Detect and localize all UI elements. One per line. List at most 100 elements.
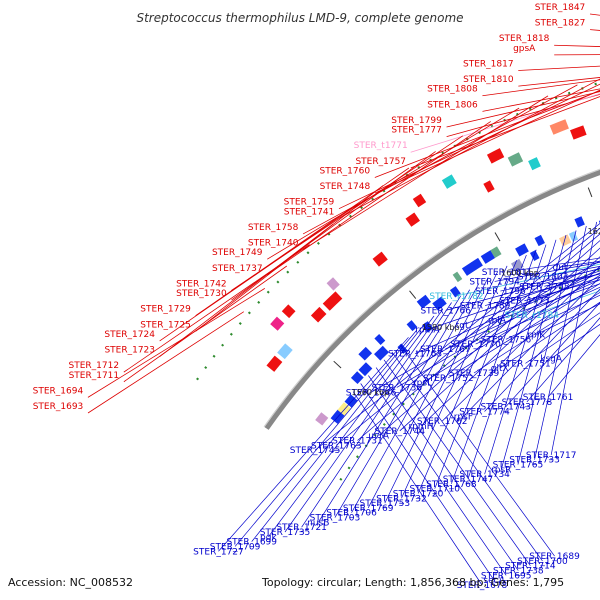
reverse-gene-label[interactable]: STER_r1782 — [429, 292, 483, 302]
reverse-gene-label[interactable]: pgk — [260, 533, 277, 543]
reverse-gene-label[interactable]: STER_1739 — [449, 369, 500, 379]
forward-gene-label[interactable]: STER_1693 — [33, 402, 84, 412]
reverse-gene-label[interactable]: STER_1746 — [346, 388, 397, 398]
forward-gene-label[interactable]: STER_1724 — [104, 330, 155, 340]
reverse-gene-label[interactable]: rpmH — [409, 422, 434, 432]
reverse-gene-label[interactable]: STER_1703 — [310, 514, 361, 524]
forward-label-leader — [159, 203, 359, 342]
forward-gene-label[interactable]: STER_1723 — [104, 346, 155, 356]
reverse-gene-label[interactable]: secA — [483, 576, 505, 586]
reverse-gene-label[interactable]: STER_r1784 — [505, 311, 560, 321]
forward-gene-label[interactable]: STER_1808 — [427, 85, 478, 95]
reverse-gene-label[interactable]: STER_1745 — [290, 446, 341, 456]
forward-gene-label[interactable]: STER_1749 — [212, 248, 263, 258]
reverse-gene-label[interactable]: STER_1695 — [481, 571, 532, 581]
reverse-gene-label[interactable]: rpsF — [454, 412, 473, 422]
forward-gene-label[interactable]: STER_1740 — [248, 239, 299, 249]
reverse-gene-label[interactable]: STER_1796 — [475, 287, 526, 297]
reverse-gene-label[interactable]: uvrA — [368, 432, 390, 442]
reverse-gene-label[interactable]: STER_1709 — [210, 542, 261, 552]
reverse-gene-label[interactable]: STER_1767 — [420, 345, 471, 355]
reverse-gene-label[interactable]: STER_1731 — [332, 436, 383, 446]
forward-gene-label[interactable]: STER_1777 — [391, 126, 442, 136]
reverse-gene-label[interactable]: STER_1752 — [423, 374, 474, 384]
reverse-gene-label[interactable]: STER_1753 — [360, 499, 411, 509]
forward-gene-label[interactable]: STER_1817 — [463, 59, 514, 69]
reverse-gene-label[interactable]: STER_1714 — [505, 562, 556, 572]
reverse-gene-label[interactable]: STER_1762 — [417, 417, 468, 427]
reverse-gene-label[interactable]: STER_1768 — [426, 480, 477, 490]
reverse-gene-label[interactable]: STER_1736 — [372, 383, 423, 393]
reverse-gene-label[interactable]: STER_1717 — [526, 451, 577, 461]
reverse-gene-label[interactable]: STER_1735 — [260, 528, 311, 538]
forward-gene-label[interactable]: STER_1827 — [535, 19, 586, 29]
forward-gene-label[interactable]: gpsA — [513, 44, 536, 54]
forward-gene-label[interactable]: STER_1694 — [33, 386, 84, 396]
reverse-gene-label[interactable]: STER_1788 — [519, 282, 570, 292]
forward-gene-label[interactable]: STER_1759 — [284, 198, 335, 208]
reverse-gene-label[interactable]: rplK — [527, 330, 546, 340]
reverse-gene-label[interactable]: STER_1720 — [393, 489, 444, 499]
reverse-gene-label[interactable]: STER_1789 — [460, 302, 511, 312]
forward-gene-label[interactable]: STER_1760 — [320, 166, 371, 176]
reverse-gene-label[interactable]: STER_1774 — [459, 408, 510, 418]
reverse-gene-label[interactable]: STER_1738 — [493, 567, 544, 577]
reverse-gene-label[interactable]: STER_1743 — [480, 403, 531, 413]
reverse-gene-label[interactable]: STER_1678 — [457, 581, 508, 591]
reverse-gene-label[interactable]: STER_1733 — [509, 456, 560, 466]
reverse-gene-label[interactable]: STER_1744 — [375, 427, 426, 437]
reverse-gene-label[interactable]: rplA — [488, 316, 507, 326]
reverse-gene-label[interactable]: STER_1727 — [193, 547, 244, 557]
reverse-gene-label[interactable]: STER_1766 — [420, 306, 471, 316]
reverse-gene-label[interactable]: STER_1770 — [450, 340, 501, 350]
forward-gene-label[interactable]: STER_1725 — [140, 320, 191, 330]
reverse-gene-label[interactable]: STER_1700 — [517, 557, 568, 567]
reverse-gene-label[interactable]: STER_1751 — [500, 359, 551, 369]
reverse-gene-label[interactable]: STER_1706 — [326, 509, 377, 519]
forward-gene-label[interactable]: STER_1737 — [212, 264, 263, 274]
reverse-gene-label[interactable]: STER_1769 — [343, 504, 394, 514]
reverse-gene-label[interactable]: dut — [553, 263, 568, 273]
forward-gene-label[interactable]: STER_1741 — [284, 207, 335, 217]
reverse-gene-label[interactable]: STER_1699 — [226, 538, 277, 548]
reverse-gene-label[interactable]: STER_t1763 — [388, 350, 442, 360]
reverse-gene-label[interactable]: STER_1765 — [493, 461, 544, 471]
forward-gene-label[interactable]: STER_1748 — [320, 182, 371, 192]
reverse-gene-label[interactable]: STER_1778 — [502, 398, 553, 408]
forward-gene-label[interactable]: STER_1730 — [176, 289, 227, 299]
reverse-gene-label[interactable]: STER_1734 — [459, 470, 510, 480]
forward-gene-label[interactable]: STER_1806 — [427, 100, 478, 110]
reverse-gene-label[interactable]: STER_1747 — [443, 475, 494, 485]
forward-gene-label[interactable]: STER_1818 — [499, 34, 550, 44]
reverse-gene-label[interactable]: STER_1721 — [276, 523, 327, 533]
reverse-gene-label[interactable]: STER_1803 — [518, 273, 569, 283]
reverse-gene-label[interactable]: STER_1732 — [376, 494, 427, 504]
reverse-gene-label[interactable]: STER_1794 — [469, 277, 520, 287]
reverse-gene-label[interactable]: gltX — [491, 364, 509, 374]
reverse-gene-label[interactable]: STER_1689 — [529, 552, 580, 562]
reverse-gene-label[interactable]: STER_1763 — [311, 441, 362, 451]
reverse-gene-label[interactable]: STER_1761 — [523, 393, 574, 403]
forward-gene-label[interactable]: STER_t1771 — [354, 141, 408, 151]
reverse-gene-label[interactable]: STER_1811 — [482, 268, 533, 278]
reverse-gene-label[interactable]: rpsL — [413, 379, 432, 389]
reverse-gene-label[interactable]: tgt — [456, 321, 469, 331]
forward-gene-label[interactable]: STER_1799 — [391, 116, 442, 126]
forward-gene-label[interactable]: STER_1742 — [176, 279, 227, 289]
forward-gene-label[interactable]: STER_1758 — [248, 223, 299, 233]
forward-gene-label[interactable]: STER_1757 — [355, 157, 406, 167]
forward-gene-label[interactable]: STER_1711 — [69, 371, 120, 381]
reverse-gene-label[interactable]: rpmA — [415, 326, 440, 336]
reverse-gene-label[interactable]: ksgA — [540, 355, 563, 365]
forward-label-leader — [410, 96, 600, 169]
reverse-gene-label[interactable]: STER_1773 — [499, 297, 550, 307]
reverse-gene-label[interactable]: rpsR — [491, 465, 511, 475]
reverse-gene-label[interactable]: nusB — [307, 518, 329, 528]
reverse-gene-label[interactable]: STER_1756 — [481, 335, 532, 345]
forward-gene-label[interactable]: STER_1712 — [69, 361, 120, 371]
forward-gene-label[interactable]: STER_1847 — [535, 3, 586, 13]
forward-gene-label[interactable]: STER_1729 — [140, 305, 191, 315]
forward-gene-label[interactable]: STER_1810 — [463, 75, 514, 85]
reverse-gene-label[interactable]: STER_1710 — [409, 485, 460, 495]
